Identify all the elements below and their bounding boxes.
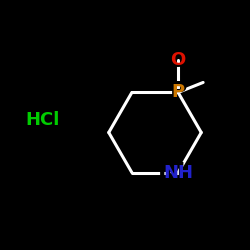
Text: P: P [172,84,185,102]
Text: NH: NH [158,160,198,184]
Text: O: O [168,48,188,72]
Text: HCl: HCl [25,111,60,129]
Text: NH: NH [163,164,193,182]
Text: O: O [170,51,186,69]
Text: P: P [170,80,187,104]
